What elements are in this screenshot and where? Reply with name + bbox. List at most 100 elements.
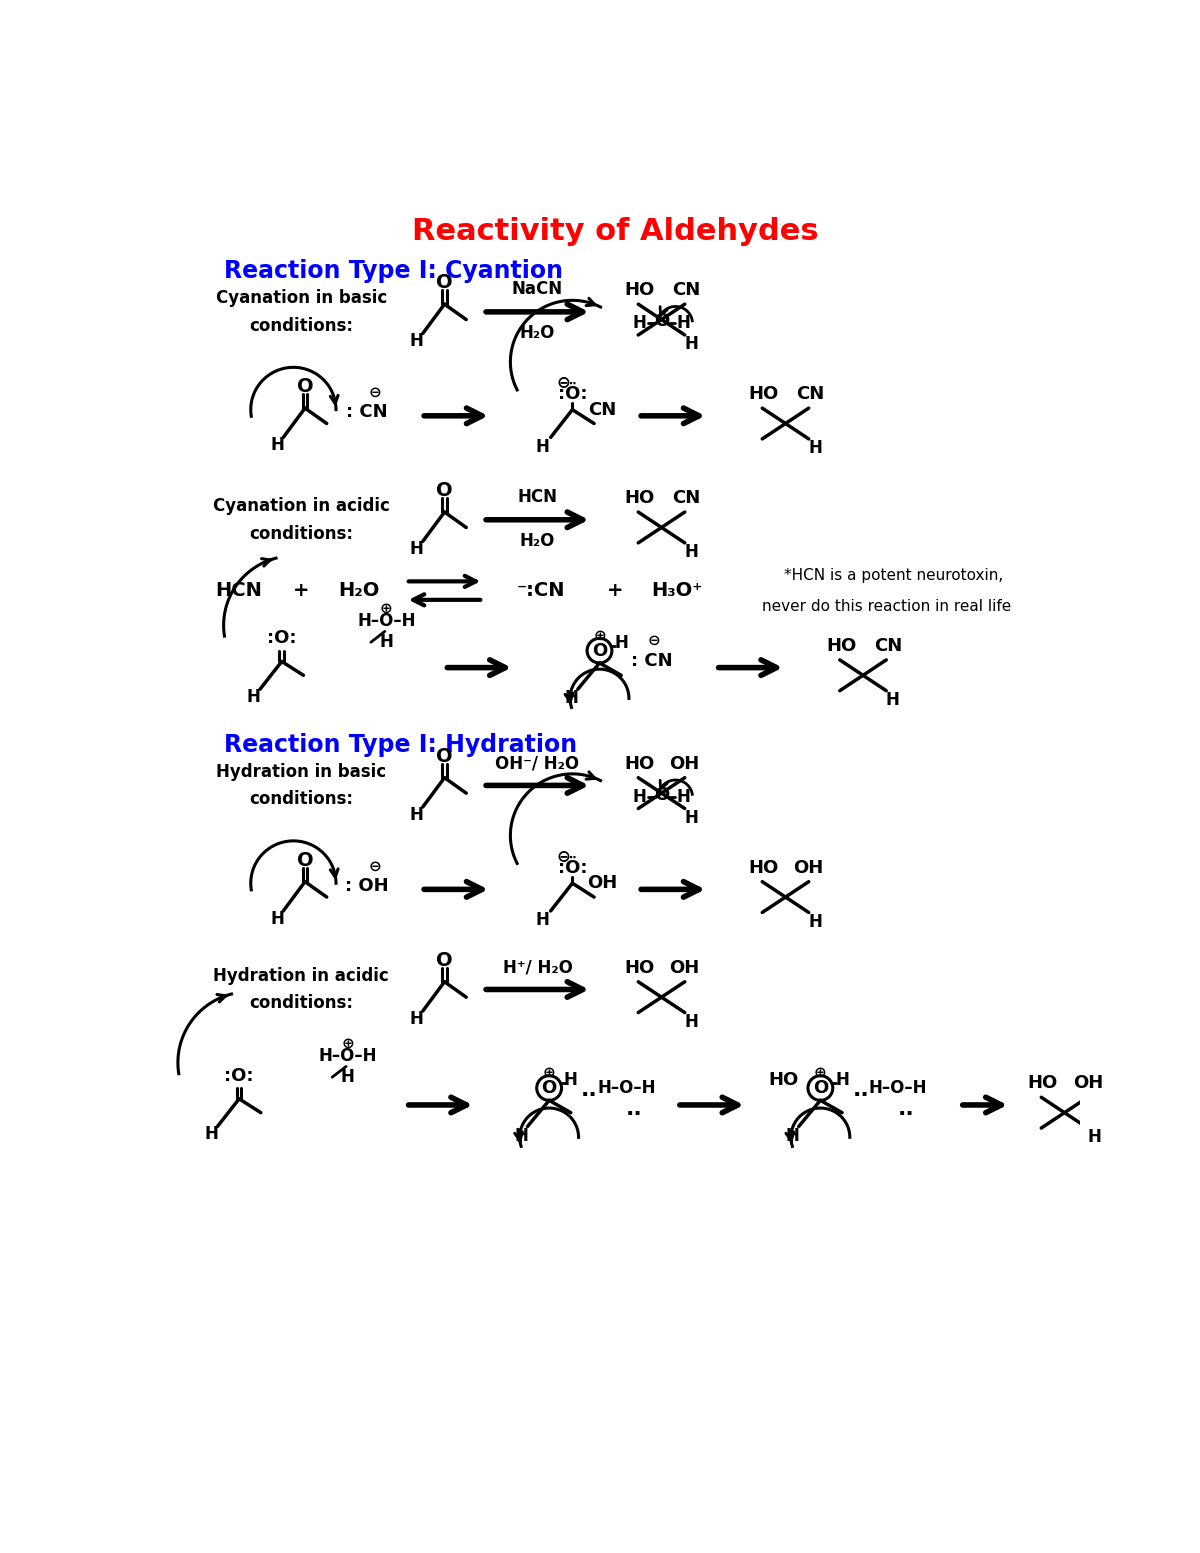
Text: H–O–H: H–O–H — [598, 1079, 656, 1096]
Text: :O:: :O: — [266, 629, 296, 648]
Text: ⊕: ⊕ — [380, 601, 392, 617]
Text: OH⁻/ H₂O: OH⁻/ H₂O — [496, 755, 580, 773]
Text: H: H — [684, 335, 698, 353]
Text: ⊖: ⊖ — [647, 634, 660, 648]
Text: H: H — [409, 332, 424, 349]
Text: CN: CN — [672, 281, 701, 300]
Text: H: H — [835, 1072, 850, 1089]
Text: H: H — [684, 544, 698, 561]
Text: : CN: : CN — [346, 402, 388, 421]
Text: : CN: : CN — [631, 652, 673, 671]
Text: H: H — [677, 314, 690, 332]
Text: OH: OH — [1073, 1075, 1103, 1092]
Text: HO: HO — [625, 958, 655, 977]
Text: H: H — [270, 910, 284, 927]
Text: OH: OH — [587, 874, 617, 893]
Text: H: H — [808, 913, 822, 930]
Text: HO: HO — [826, 637, 857, 655]
Text: HO: HO — [749, 385, 779, 404]
Text: CN: CN — [874, 637, 902, 655]
Text: : OH: : OH — [346, 876, 389, 895]
Text: Reaction Type I: Cyantion: Reaction Type I: Cyantion — [223, 259, 563, 283]
Text: Reactivity of Aldehydes: Reactivity of Aldehydes — [412, 216, 818, 245]
Text: H: H — [786, 1127, 799, 1145]
Text: O: O — [296, 851, 313, 870]
Text: O: O — [654, 312, 670, 331]
Text: H: H — [536, 438, 550, 455]
Text: NaCN: NaCN — [512, 280, 563, 298]
Text: H⁺/ H₂O: H⁺/ H₂O — [503, 958, 572, 977]
Text: O: O — [436, 747, 452, 766]
Text: H: H — [379, 634, 394, 651]
Text: HCN: HCN — [216, 581, 263, 599]
Text: HO: HO — [1027, 1075, 1058, 1092]
Text: H: H — [632, 314, 647, 332]
Text: H–O–H: H–O–H — [358, 612, 415, 631]
Text: OH: OH — [793, 859, 824, 877]
Text: O: O — [436, 950, 452, 969]
Text: H: H — [632, 787, 647, 806]
Text: HO: HO — [625, 281, 655, 300]
Text: H: H — [886, 691, 899, 710]
Text: OH: OH — [670, 755, 700, 773]
Text: :O:: :O: — [224, 1067, 254, 1084]
Text: H₂O: H₂O — [338, 581, 380, 599]
Text: H: H — [409, 540, 424, 558]
Text: Hydration in acidic: Hydration in acidic — [214, 966, 389, 985]
Text: ..: .. — [626, 1100, 643, 1118]
Text: H: H — [684, 1013, 698, 1031]
Text: ⊖: ⊖ — [368, 385, 382, 401]
Text: H: H — [808, 439, 822, 457]
Text: ⊖: ⊖ — [556, 374, 570, 393]
Text: O: O — [541, 1079, 557, 1096]
Text: H₂O: H₂O — [520, 325, 556, 342]
Text: ..: .. — [581, 1079, 598, 1100]
Text: H: H — [341, 1068, 354, 1086]
Text: +: + — [607, 581, 623, 599]
Text: :Ö:: :Ö: — [558, 385, 587, 404]
Text: *HCN is a potent neurotoxin,: *HCN is a potent neurotoxin, — [785, 568, 1003, 582]
Text: H: H — [204, 1126, 218, 1143]
Text: conditions:: conditions: — [250, 994, 353, 1013]
Text: H: H — [247, 688, 260, 707]
Text: HO: HO — [625, 489, 655, 508]
Text: H–O–H: H–O–H — [869, 1079, 928, 1096]
Text: H: H — [536, 912, 550, 929]
Text: H: H — [684, 809, 698, 826]
Text: OH: OH — [670, 958, 700, 977]
Text: H: H — [677, 787, 690, 806]
Text: H: H — [564, 1072, 577, 1089]
Text: H–O–H: H–O–H — [318, 1047, 377, 1065]
Text: Hydration in basic: Hydration in basic — [216, 763, 386, 781]
Text: ⊕: ⊕ — [341, 1036, 354, 1051]
Text: Cyanation in basic: Cyanation in basic — [216, 289, 386, 307]
Text: ..: .. — [852, 1079, 869, 1100]
Text: ⊕: ⊕ — [593, 627, 606, 643]
Text: ..: .. — [898, 1100, 914, 1118]
Text: conditions:: conditions: — [250, 790, 353, 808]
Text: CN: CN — [672, 489, 701, 508]
Text: HO: HO — [625, 755, 655, 773]
Text: O: O — [436, 273, 452, 292]
Text: +: + — [293, 581, 310, 599]
Text: H₂O: H₂O — [520, 533, 556, 550]
Text: O: O — [812, 1079, 828, 1096]
Text: O: O — [654, 786, 670, 803]
Text: HO: HO — [749, 859, 779, 877]
Text: ⊖: ⊖ — [556, 848, 570, 867]
Text: O: O — [436, 481, 452, 500]
Text: conditions:: conditions: — [250, 317, 353, 335]
Text: O: O — [296, 377, 313, 396]
Text: ⊖: ⊖ — [368, 859, 382, 874]
Text: H: H — [409, 1009, 424, 1028]
Text: H: H — [409, 806, 424, 823]
Text: conditions:: conditions: — [250, 525, 353, 542]
Text: ⁻:CN: ⁻:CN — [517, 581, 565, 599]
Text: H₃O⁺: H₃O⁺ — [652, 581, 703, 599]
Text: never do this reaction in real life: never do this reaction in real life — [762, 598, 1010, 613]
Text: Reaction Type I: Hydration: Reaction Type I: Hydration — [223, 733, 577, 756]
Text: CN: CN — [796, 385, 824, 404]
Text: :Ö:: :Ö: — [558, 859, 587, 877]
Text: H: H — [1087, 1129, 1100, 1146]
Text: H: H — [565, 690, 578, 708]
